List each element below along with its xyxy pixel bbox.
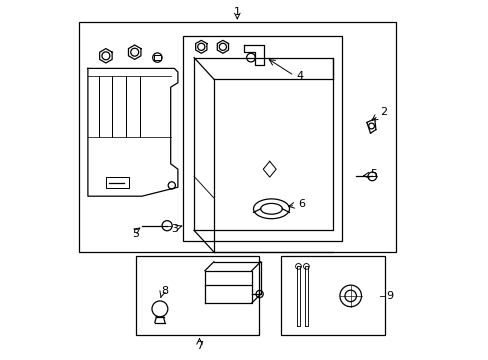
- Text: 3: 3: [170, 224, 178, 234]
- Text: 2: 2: [379, 107, 386, 117]
- Text: 5: 5: [369, 169, 376, 179]
- Text: 7: 7: [196, 341, 203, 351]
- Bar: [183, 36, 341, 241]
- Bar: [106, 177, 129, 188]
- Text: 6: 6: [297, 199, 304, 209]
- Text: 9: 9: [386, 291, 393, 301]
- Bar: [280, 256, 384, 335]
- Ellipse shape: [260, 203, 282, 214]
- Bar: [153, 55, 161, 60]
- Text: 8: 8: [161, 286, 168, 296]
- Bar: [136, 256, 258, 335]
- Text: 5: 5: [132, 229, 139, 239]
- Ellipse shape: [253, 199, 289, 219]
- Text: 4: 4: [296, 71, 303, 81]
- Bar: [79, 22, 395, 252]
- Text: 1: 1: [233, 6, 240, 17]
